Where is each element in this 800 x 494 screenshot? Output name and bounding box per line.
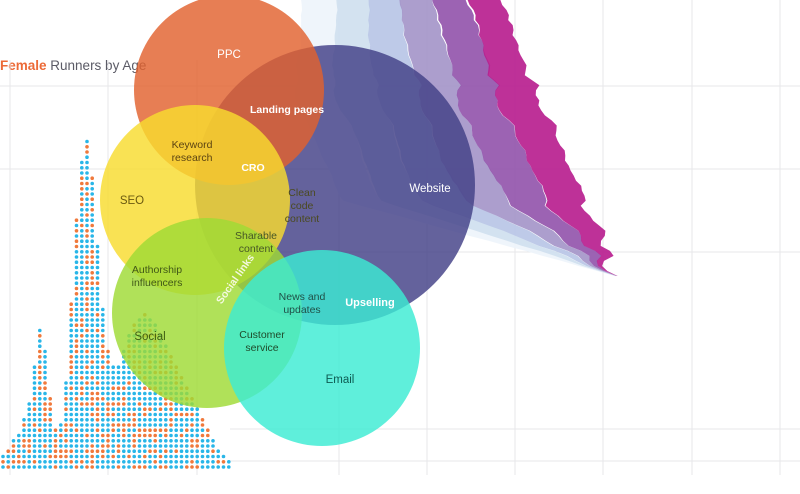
svg-text:Customer: Customer: [239, 329, 285, 341]
svg-text:research: research: [172, 152, 213, 164]
svg-text:Authorship: Authorship: [132, 264, 182, 276]
svg-text:content: content: [285, 213, 320, 225]
svg-text:code: code: [291, 200, 314, 212]
svg-text:Keyword: Keyword: [172, 139, 213, 151]
svg-text:Landing pages: Landing pages: [250, 104, 324, 116]
svg-text:updates: updates: [283, 304, 320, 316]
svg-text:Clean: Clean: [288, 187, 316, 199]
svg-text:Sharable: Sharable: [235, 230, 277, 242]
svg-text:Website: Website: [409, 183, 450, 195]
svg-text:PPC: PPC: [217, 49, 241, 61]
svg-text:content: content: [239, 243, 274, 255]
svg-text:News and: News and: [279, 291, 326, 303]
svg-text:SEO: SEO: [120, 195, 144, 207]
svg-text:Email: Email: [326, 374, 355, 386]
svg-text:Social: Social: [134, 331, 165, 343]
svg-text:Upselling: Upselling: [345, 297, 395, 309]
svg-text:service: service: [245, 342, 278, 354]
svg-text:CRO: CRO: [241, 162, 264, 174]
svg-text:influencers: influencers: [132, 277, 183, 289]
